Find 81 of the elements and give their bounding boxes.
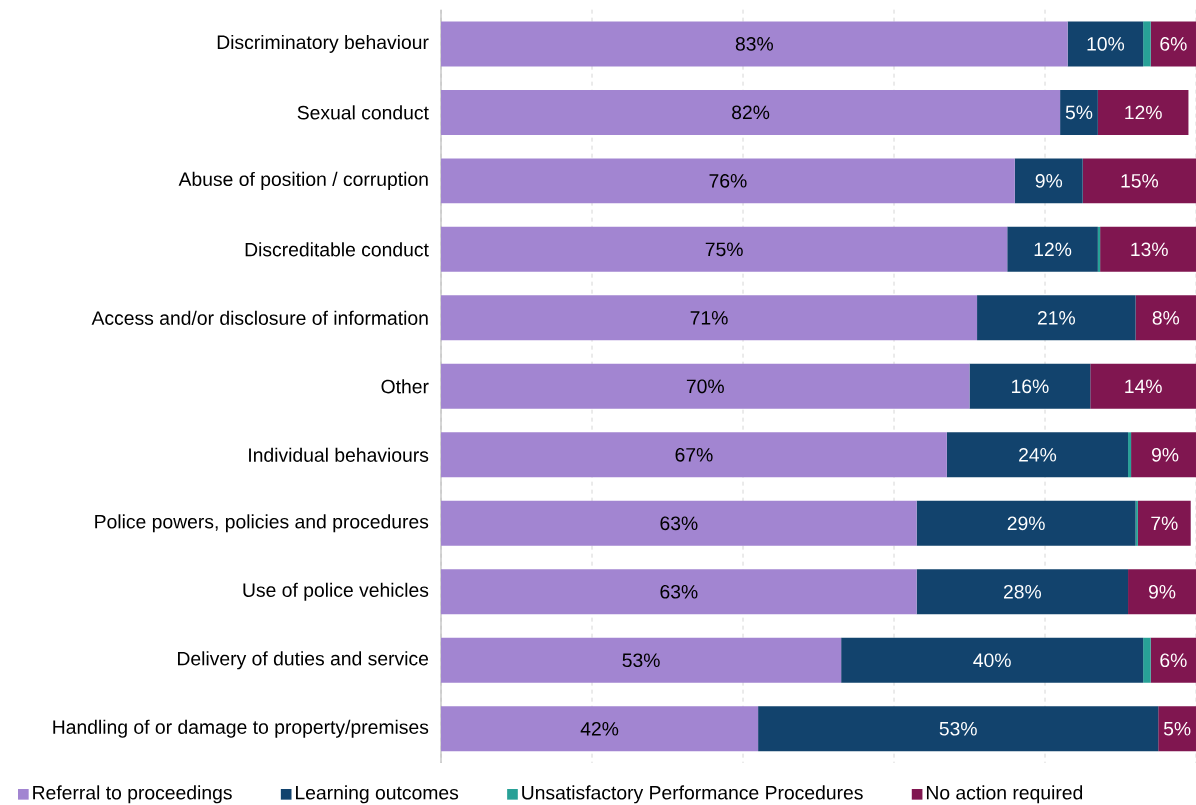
data-label: 16%	[1012, 379, 1049, 394]
data-label: 63%	[660, 584, 698, 599]
bar	[916, 569, 1129, 615]
bar	[758, 706, 1159, 752]
bar	[1067, 21, 1144, 67]
data-label: 7%	[1151, 516, 1178, 531]
bar	[1143, 637, 1151, 683]
data-label: 8%	[1152, 310, 1180, 325]
y-tick-label: Handling of or damage to property/premises	[53, 719, 429, 738]
data-label: 42%	[580, 721, 619, 736]
data-label: 67%	[675, 447, 713, 462]
data-label: 21%	[1037, 311, 1075, 325]
y-tick-label: Sexual conduct	[297, 105, 429, 120]
data-label: 83%	[735, 37, 773, 51]
data-label: 53%	[622, 653, 660, 668]
data-label: 63%	[660, 516, 698, 531]
data-label: 53%	[939, 721, 977, 736]
data-label: 75%	[705, 242, 743, 257]
bar	[1158, 706, 1196, 752]
data-label: 71%	[690, 311, 728, 325]
data-label: 76%	[709, 174, 747, 188]
bar	[969, 363, 1091, 409]
bar	[1135, 295, 1196, 341]
bar	[1007, 226, 1098, 272]
data-label: 6%	[1160, 37, 1187, 51]
bar	[441, 363, 970, 409]
bar	[441, 295, 978, 341]
bar	[916, 500, 1136, 546]
bar	[1150, 21, 1196, 67]
data-label: 12%	[1034, 242, 1072, 257]
data-label: 9%	[1035, 174, 1063, 188]
y-tick-label: Abuse of position / corruption	[178, 171, 428, 190]
data-label: 24%	[1019, 447, 1057, 462]
data-label: 28%	[1003, 584, 1042, 599]
bar	[441, 637, 842, 683]
y-tick-label: Discriminatory behaviour	[217, 34, 429, 53]
bar	[441, 226, 1008, 272]
bar	[1097, 89, 1189, 135]
y-tick-label: Other	[381, 379, 429, 394]
bar	[841, 637, 1144, 683]
y-tick-label: Police powers, policies and procedures	[95, 514, 429, 533]
bar	[1150, 637, 1196, 683]
bar	[1143, 21, 1151, 67]
data-label: 9%	[1148, 584, 1176, 599]
data-label: 29%	[1007, 516, 1045, 531]
data-label: 40%	[973, 653, 1011, 668]
legend-label: Unsatisfactory Performance Procedures	[522, 785, 863, 804]
data-label: 82%	[732, 105, 770, 120]
legend-label: Learning outcomes	[296, 785, 459, 804]
data-label: 5%	[1065, 105, 1093, 120]
data-label: 12%	[1125, 105, 1162, 120]
data-label: 15%	[1121, 174, 1159, 188]
bar	[1090, 363, 1196, 409]
data-label: 6%	[1160, 653, 1187, 668]
y-tick-label: Access and/or disclosure of information	[91, 310, 428, 325]
bar	[1137, 500, 1191, 546]
y-tick-label: Delivery of duties and service	[178, 651, 429, 670]
data-label: 5%	[1163, 721, 1191, 736]
data-label: 10%	[1087, 37, 1125, 51]
bar	[441, 569, 917, 615]
bar	[441, 500, 917, 546]
y-tick-label: Use of police vehicles	[243, 582, 429, 601]
y-tick-label: Discreditable conduct	[245, 242, 429, 257]
data-label: 9%	[1151, 447, 1179, 462]
data-label: 70%	[686, 379, 724, 394]
legend-label: No action required	[926, 785, 1083, 804]
bar	[977, 295, 1136, 341]
bar	[441, 432, 947, 478]
bar	[1128, 432, 1132, 478]
legend-label: Referral to proceedings	[33, 785, 232, 804]
bar	[441, 21, 1068, 67]
data-label: 14%	[1125, 379, 1162, 394]
bar	[441, 706, 759, 752]
bar	[441, 158, 1015, 204]
bar	[1128, 569, 1196, 615]
bar	[1014, 158, 1083, 204]
y-tick-label: Individual behaviours	[249, 447, 429, 462]
bar	[1060, 89, 1098, 135]
bar	[1082, 158, 1196, 204]
bar	[441, 89, 1061, 135]
data-label: 13%	[1131, 242, 1168, 257]
